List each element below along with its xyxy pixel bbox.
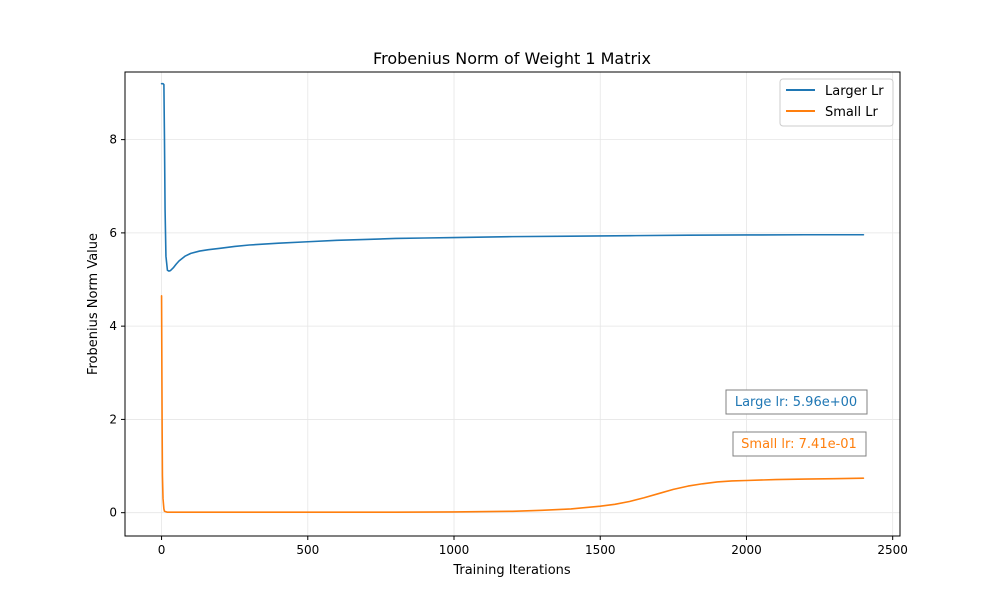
x-tick-label: 1000 (439, 543, 470, 557)
legend-label-small-lr: Small Lr (825, 105, 878, 120)
annotations: Large lr: 5.96e+00 Small lr: 7.41e-01 (725, 389, 868, 457)
y-tick-label: 2 (109, 412, 117, 426)
chart-title: Frobenius Norm of Weight 1 Matrix (373, 49, 651, 68)
series-line-small-lr (160, 295, 865, 514)
y-tick-label: 6 (109, 226, 117, 240)
annotation-small-lr: Small lr: 7.41e-01 (741, 437, 857, 452)
x-axis-label: Training Iterations (452, 563, 571, 578)
y-tick-label: 4 (109, 319, 117, 333)
x-tick-label: 500 (296, 543, 319, 557)
legend: Larger Lr Small Lr (779, 78, 894, 127)
annotation-large-lr: Large lr: 5.96e+00 (735, 395, 857, 410)
grid (125, 72, 900, 536)
x-tick-label: 2000 (731, 543, 762, 557)
plot-frame (124, 71, 901, 537)
axis-ticks: 0 500 1000 1500 2000 2500 0 2 4 6 8 (109, 133, 908, 557)
y-axis-label: Frobenius Norm Value (86, 233, 101, 375)
annotation-box-large-lr (725, 389, 868, 415)
series-line-larger-lr (160, 82, 865, 272)
y-tick-label: 8 (109, 133, 117, 147)
legend-label-larger-lr: Larger Lr (825, 84, 884, 99)
x-tick-label: 0 (158, 543, 166, 557)
y-tick-label: 0 (109, 506, 117, 520)
series-group (160, 82, 865, 514)
x-tick-label: 2500 (877, 543, 908, 557)
x-tick-label: 1500 (585, 543, 616, 557)
annotation-box-small-lr (732, 431, 867, 457)
